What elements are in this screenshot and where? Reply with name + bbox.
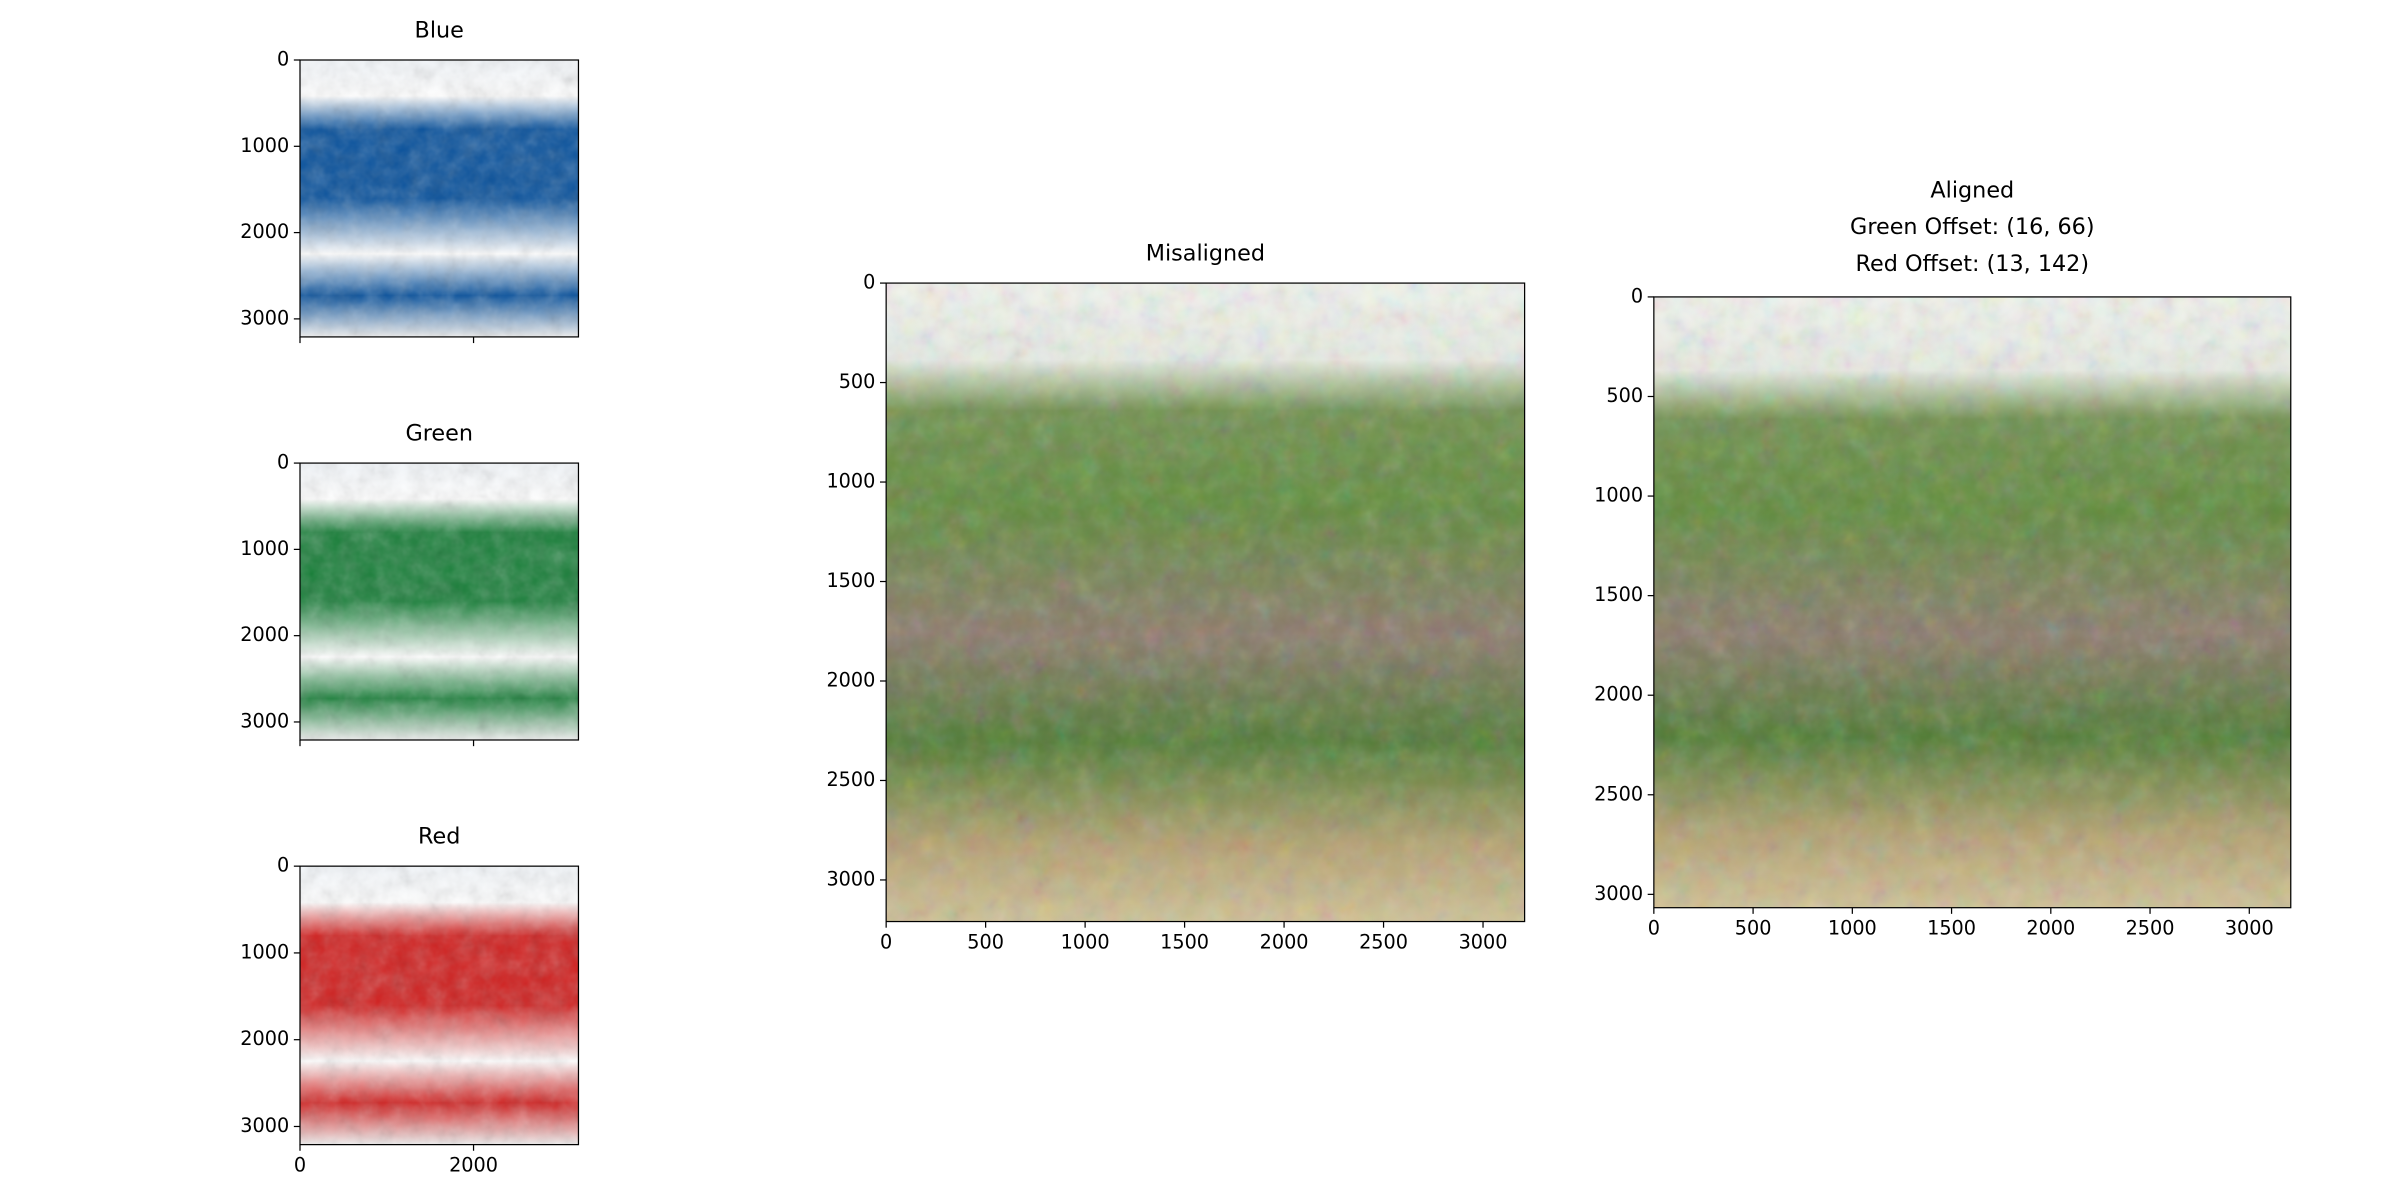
y-tick-label: 500 [839,370,876,393]
axes-frame [299,462,580,741]
y-tick-label: 1000 [1594,484,1643,507]
x-tick-label: 500 [967,931,1004,954]
x-tick-label: 0 [294,1154,306,1177]
y-tick-label: 3000 [240,306,289,329]
y-tick-label: 0 [277,47,289,70]
axes-title: Blue [415,17,464,43]
axes-frame [299,59,580,338]
x-tick-label: 0 [880,931,892,954]
axes-title: Red [418,823,460,849]
image-texture [300,463,579,740]
y-tick-label: 500 [1606,384,1643,407]
x-tick-label: 2000 [2026,917,2075,940]
y-tick-label: 0 [1631,284,1643,307]
x-tick-label: 3000 [2225,917,2274,940]
y-tick-label: 3000 [240,709,289,732]
y-tick-label: 1500 [826,569,875,592]
x-tick-label: 1500 [1927,917,1976,940]
y-tick-label: 3000 [1594,882,1643,905]
x-tick-label: 2500 [2126,917,2175,940]
image-texture [886,283,1525,922]
y-tick-label: 0 [277,854,289,877]
y-tick-label: 2000 [240,220,289,243]
x-tick-label: 2000 [449,1154,498,1177]
y-tick-label: 0 [277,451,289,474]
x-tick-label: 0 [1648,917,1660,940]
y-tick-label: 2500 [826,768,875,791]
axes-frame [1653,296,2292,909]
axes-title: Misaligned [1146,240,1265,266]
y-tick-label: 2500 [1594,782,1643,805]
y-tick-label: 1000 [240,537,289,560]
y-tick-label: 1500 [1594,583,1643,606]
y-tick-label: 2000 [240,1027,289,1050]
y-tick-label: 2000 [240,623,289,646]
y-tick-label: 3000 [240,1114,289,1137]
image-texture [1653,296,2291,908]
axes-title: Green [405,420,473,446]
y-tick-label: 2000 [826,668,875,691]
y-tick-label: 1000 [826,470,875,493]
y-tick-label: 1000 [240,940,289,963]
axes-title: Green Offset: (16, 66) [1850,214,2095,240]
axes-title: Aligned [1930,177,2014,203]
x-tick-label: 1500 [1160,931,1209,954]
y-tick-label: 3000 [826,867,875,890]
y-tick-label: 0 [863,271,875,294]
y-tick-label: 1000 [240,134,289,157]
y-tick-label: 2000 [1594,683,1643,706]
image-texture [300,60,579,337]
x-tick-label: 2500 [1359,931,1408,954]
axes-frame [885,282,1526,923]
x-tick-label: 1000 [1828,917,1877,940]
axes-title: Red Offset: (13, 142) [1856,251,2090,277]
x-tick-label: 1000 [1061,931,1110,954]
x-tick-label: 2000 [1260,931,1309,954]
x-tick-label: 500 [1735,917,1772,940]
axes-frame [299,865,580,1146]
x-tick-label: 3000 [1459,931,1508,954]
image-texture [300,866,579,1145]
